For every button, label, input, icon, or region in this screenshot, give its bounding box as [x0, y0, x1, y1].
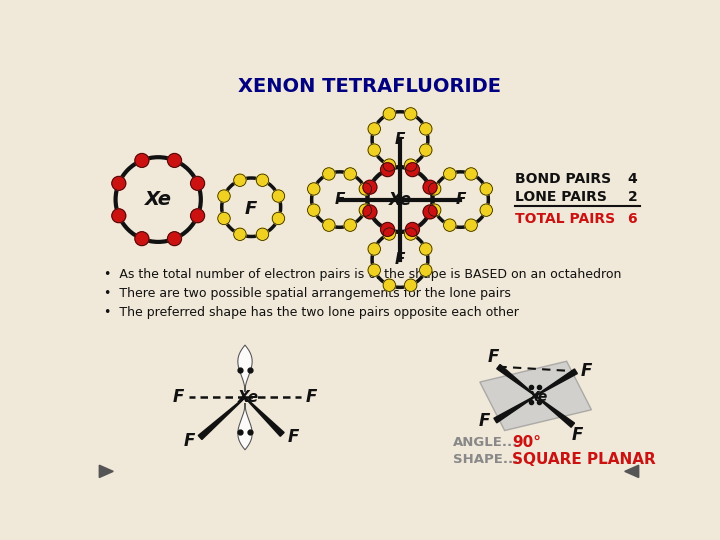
Circle shape — [135, 232, 149, 246]
Text: TOTAL PAIRS: TOTAL PAIRS — [515, 212, 615, 226]
Circle shape — [191, 209, 204, 222]
Circle shape — [359, 204, 372, 217]
Text: SHAPE...: SHAPE... — [453, 453, 518, 465]
Circle shape — [363, 205, 377, 219]
Circle shape — [323, 168, 335, 180]
Circle shape — [272, 212, 284, 225]
Circle shape — [465, 168, 477, 180]
Circle shape — [256, 174, 269, 186]
Circle shape — [405, 163, 420, 177]
Polygon shape — [99, 465, 113, 477]
Circle shape — [272, 190, 284, 202]
Text: •  The preferred shape has the two lone pairs opposite each other: • The preferred shape has the two lone p… — [104, 306, 519, 319]
Circle shape — [381, 163, 395, 177]
Text: F: F — [184, 431, 195, 450]
Text: SQUARE PLANAR: SQUARE PLANAR — [513, 451, 656, 467]
Circle shape — [465, 219, 477, 231]
Circle shape — [168, 232, 181, 246]
Text: XENON TETRAFLUORIDE: XENON TETRAFLUORIDE — [238, 77, 500, 96]
Circle shape — [368, 264, 380, 276]
Text: 2: 2 — [627, 190, 637, 204]
Text: F: F — [287, 428, 299, 447]
Polygon shape — [625, 465, 639, 477]
Text: F: F — [479, 411, 490, 429]
Text: F: F — [245, 200, 257, 218]
Circle shape — [420, 123, 432, 135]
Circle shape — [307, 204, 320, 217]
Polygon shape — [536, 396, 575, 427]
Text: Xe: Xe — [529, 390, 549, 404]
Text: Xe: Xe — [145, 190, 171, 209]
Circle shape — [420, 264, 432, 276]
Circle shape — [480, 204, 492, 217]
Circle shape — [344, 168, 356, 180]
Text: ANGLE...: ANGLE... — [453, 436, 518, 449]
Text: 90°: 90° — [513, 435, 541, 450]
Circle shape — [368, 144, 380, 156]
Circle shape — [383, 279, 395, 292]
Text: F: F — [488, 348, 500, 366]
Text: F: F — [306, 388, 318, 407]
Text: BOND PAIRS: BOND PAIRS — [515, 172, 611, 186]
Circle shape — [323, 219, 335, 231]
Circle shape — [217, 190, 230, 202]
Circle shape — [383, 159, 395, 171]
Circle shape — [428, 204, 441, 217]
Polygon shape — [238, 345, 252, 392]
Circle shape — [420, 243, 432, 255]
Circle shape — [405, 222, 420, 237]
Circle shape — [423, 180, 437, 194]
Circle shape — [423, 205, 437, 219]
Circle shape — [383, 228, 395, 240]
Text: 6: 6 — [628, 212, 637, 226]
Circle shape — [168, 153, 181, 167]
Circle shape — [381, 222, 395, 237]
Circle shape — [405, 159, 417, 171]
Circle shape — [112, 177, 126, 190]
Circle shape — [480, 183, 492, 195]
Text: F: F — [173, 388, 184, 407]
Circle shape — [234, 174, 246, 186]
Circle shape — [405, 107, 417, 120]
Circle shape — [234, 228, 246, 240]
Text: F: F — [395, 252, 405, 267]
Circle shape — [420, 144, 432, 156]
Circle shape — [444, 168, 456, 180]
Circle shape — [217, 212, 230, 225]
Text: 4: 4 — [627, 172, 637, 186]
Polygon shape — [536, 369, 577, 396]
Text: LONE PAIRS: LONE PAIRS — [515, 190, 606, 204]
Polygon shape — [494, 396, 536, 423]
Polygon shape — [480, 361, 591, 430]
Circle shape — [368, 243, 380, 255]
Circle shape — [135, 153, 149, 167]
Text: Xe: Xe — [388, 191, 412, 208]
Polygon shape — [238, 403, 252, 450]
Text: F: F — [455, 192, 466, 207]
Circle shape — [256, 228, 269, 240]
Text: F: F — [581, 362, 593, 380]
Text: •  As the total number of electron pairs is 6, the shape is BASED on an octahedr: • As the total number of electron pairs … — [104, 268, 621, 281]
Circle shape — [428, 183, 441, 195]
Polygon shape — [245, 397, 284, 436]
Circle shape — [405, 228, 417, 240]
Circle shape — [344, 219, 356, 231]
Circle shape — [383, 107, 395, 120]
Text: F: F — [334, 192, 345, 207]
Circle shape — [307, 183, 320, 195]
Text: Xe: Xe — [238, 390, 258, 405]
Circle shape — [444, 219, 456, 231]
Text: •  There are two possible spatial arrangements for the lone pairs: • There are two possible spatial arrange… — [104, 287, 510, 300]
Circle shape — [363, 180, 377, 194]
Text: F: F — [395, 132, 405, 147]
Polygon shape — [198, 397, 246, 440]
Circle shape — [359, 183, 372, 195]
Text: F: F — [572, 426, 583, 444]
Polygon shape — [497, 364, 536, 396]
Circle shape — [405, 279, 417, 292]
Circle shape — [368, 123, 380, 135]
Circle shape — [112, 209, 126, 222]
Circle shape — [191, 177, 204, 190]
